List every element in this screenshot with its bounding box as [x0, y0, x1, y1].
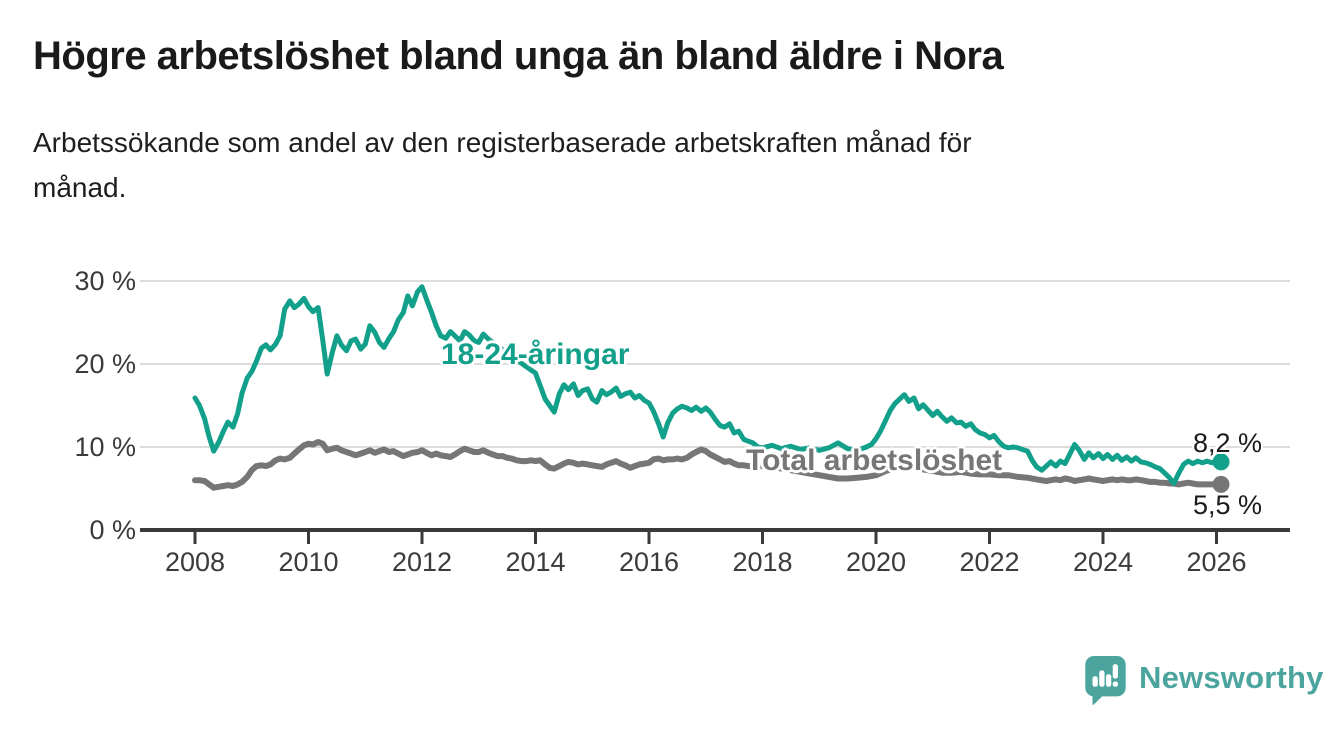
y-tick-label: 20 %: [74, 349, 136, 379]
x-tick-label: 2026: [1186, 547, 1247, 577]
newsworthy-logo: Newsworthy: [1085, 656, 1324, 706]
x-tick-label: 2014: [505, 547, 566, 577]
series-label-total: Total arbetslöshet: [746, 444, 1003, 477]
series-line-young: [192, 284, 1224, 486]
series-end-dot: [1212, 453, 1230, 471]
x-tick-label: 2010: [278, 547, 339, 577]
y-tick-label: 10 %: [74, 432, 136, 462]
end-value-label-total: 5,5 %: [1193, 490, 1263, 520]
chart-title: Högre arbetslöshet bland unga än bland ä…: [33, 34, 1004, 78]
y-tick-label: 30 %: [74, 266, 136, 296]
x-tick-label: 2022: [959, 547, 1020, 577]
end-value-label-young: 8,2 %: [1193, 428, 1263, 458]
x-tick-label: 2012: [391, 547, 453, 577]
x-tick-label: 2008: [164, 547, 226, 577]
chart-subtitle: Arbetssökande som andel av den registerb…: [33, 127, 972, 203]
series-end-dot: [1212, 475, 1230, 493]
x-tick-label: 2020: [845, 547, 907, 577]
y-tick-label: 0 %: [89, 515, 136, 545]
newsworthy-logo-icon: [1085, 656, 1126, 705]
x-tick-label: 2016: [618, 547, 680, 577]
series-line-total: [192, 439, 1224, 491]
series-label-young: 18-24-åringar: [441, 338, 630, 371]
x-tick-label: 2018: [732, 547, 793, 577]
x-tick-label: 2024: [1072, 547, 1134, 577]
newsworthy-logo-text: Newsworthy: [1139, 660, 1324, 695]
